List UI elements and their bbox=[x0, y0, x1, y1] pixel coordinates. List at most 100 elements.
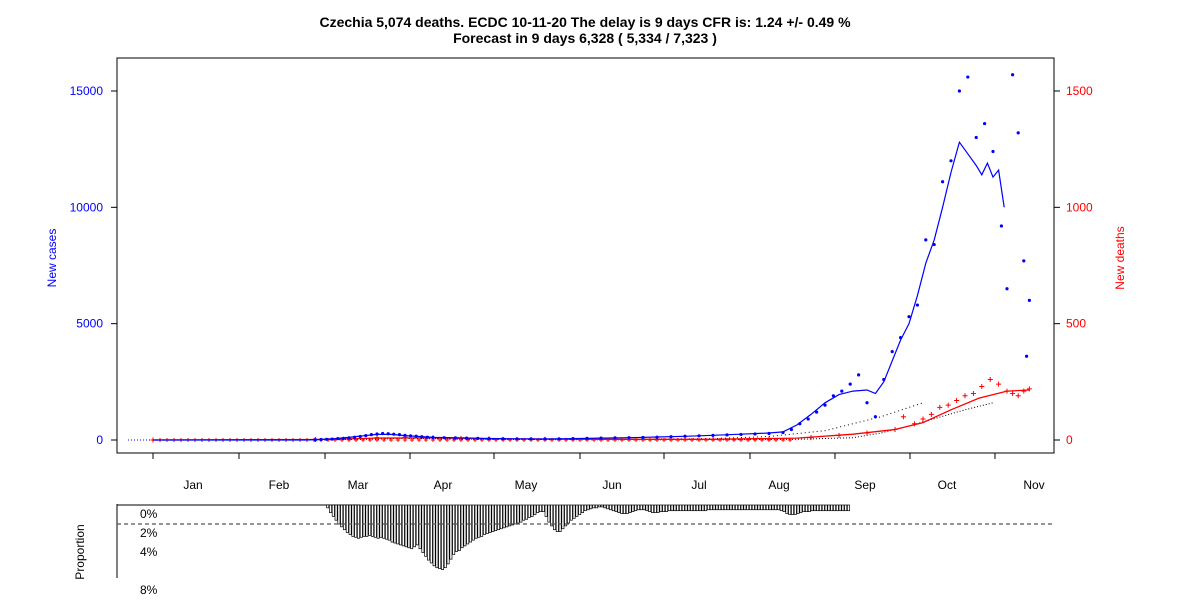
proportion-bar bbox=[351, 504, 355, 537]
proportion-tick-label: 0% bbox=[140, 507, 158, 521]
left-tick-label: 5000 bbox=[76, 317, 103, 331]
proportion-bar bbox=[483, 504, 486, 535]
x-tick-label: Sep bbox=[854, 478, 876, 492]
proportion-bar bbox=[511, 504, 514, 526]
x-tick-label: Jul bbox=[691, 478, 706, 492]
left-tick-label: 10000 bbox=[70, 200, 104, 214]
cases-point bbox=[1025, 354, 1029, 358]
proportion-bar bbox=[821, 504, 825, 512]
x-tick-label: Feb bbox=[269, 478, 290, 492]
proportion-bar bbox=[452, 504, 456, 555]
proportion-bar bbox=[709, 504, 713, 511]
cases-point bbox=[1011, 73, 1015, 77]
proportion-bar bbox=[331, 504, 335, 517]
proportion-bar bbox=[592, 504, 596, 509]
proportion-bar bbox=[606, 504, 610, 510]
cases-point bbox=[840, 389, 844, 393]
cases-point bbox=[941, 180, 945, 184]
proportion-bar bbox=[732, 504, 736, 511]
cases-point bbox=[957, 89, 962, 93]
proportion-bar bbox=[530, 504, 534, 517]
proportion-bar bbox=[497, 504, 500, 531]
proportion-bar bbox=[569, 504, 573, 521]
deaths-baseline-mark bbox=[704, 438, 708, 442]
proportion-bar bbox=[407, 504, 411, 549]
proportion-bar bbox=[345, 504, 349, 533]
proportion-bar bbox=[639, 504, 643, 511]
proportion-axis-label: Proportion bbox=[73, 524, 87, 579]
proportion-bar bbox=[679, 504, 682, 512]
proportion-tick-label: 2% bbox=[140, 526, 158, 540]
proportion-bar bbox=[701, 504, 705, 512]
cases-average-line bbox=[153, 140, 1005, 441]
proportion-bar bbox=[449, 504, 453, 560]
cases-point bbox=[1022, 259, 1026, 263]
cases-point bbox=[848, 382, 852, 386]
proportion-bar bbox=[385, 504, 388, 540]
proportion-bar bbox=[698, 504, 702, 512]
proportion-bar bbox=[648, 504, 652, 513]
proportion-bar bbox=[522, 504, 526, 521]
proportion-bar bbox=[463, 504, 467, 547]
proportion-bar bbox=[429, 504, 433, 564]
proportion-bar bbox=[743, 504, 747, 511]
proportion-bar bbox=[457, 504, 461, 551]
proportion-bar bbox=[410, 504, 414, 550]
proportion-bar bbox=[365, 504, 369, 537]
proportion-bar bbox=[617, 504, 621, 513]
proportion-bar bbox=[575, 504, 579, 517]
proportion-bar bbox=[474, 504, 478, 539]
proportion-bar bbox=[505, 504, 509, 528]
proportion-bar bbox=[600, 504, 604, 508]
proportion-bar bbox=[656, 504, 660, 513]
cases-point bbox=[983, 121, 987, 126]
proportion-bar bbox=[578, 504, 582, 515]
proportion-bar bbox=[371, 504, 374, 537]
proportion-bar bbox=[659, 504, 663, 513]
forecast-line bbox=[152, 402, 924, 441]
cases-point bbox=[915, 303, 920, 307]
cases-point bbox=[991, 149, 995, 154]
proportion-bar bbox=[704, 504, 708, 512]
proportion-bar bbox=[774, 504, 778, 511]
proportion-bar bbox=[525, 504, 528, 520]
deaths-point bbox=[996, 381, 1002, 387]
cases-point bbox=[949, 159, 953, 163]
proportion-bar bbox=[441, 504, 444, 570]
proportion-bar bbox=[813, 504, 817, 512]
proportion-plot: 0% 2% 4% 8% bbox=[116, 504, 1054, 597]
proportion-bar bbox=[393, 504, 397, 544]
proportion-bar bbox=[547, 504, 551, 523]
deaths-baseline-mark bbox=[648, 438, 652, 442]
cases-point bbox=[924, 238, 928, 242]
proportion-bar bbox=[631, 504, 635, 513]
deaths-point bbox=[928, 411, 934, 417]
proportion-bar bbox=[712, 504, 716, 511]
proportion-bar bbox=[348, 504, 352, 535]
proportion-bar bbox=[334, 504, 338, 521]
proportion-bar bbox=[550, 504, 554, 527]
proportion-bar bbox=[749, 504, 752, 511]
proportion-bar bbox=[847, 504, 850, 512]
proportion-bar bbox=[782, 504, 786, 513]
proportion-bar bbox=[833, 504, 836, 512]
proportion-bar bbox=[816, 504, 820, 512]
proportion-bar bbox=[443, 504, 447, 569]
proportion-bar bbox=[729, 504, 733, 511]
proportion-bar bbox=[634, 504, 638, 512]
chart-subtitle: Forecast in 9 days 6,328 ( 5,334 / 7,323… bbox=[453, 30, 717, 46]
cases-point bbox=[857, 373, 861, 377]
proportion-bar bbox=[583, 504, 587, 512]
proportion-bar bbox=[614, 504, 618, 513]
proportion-bar bbox=[726, 504, 730, 511]
proportion-bar bbox=[603, 504, 607, 509]
deaths-baseline-mark bbox=[620, 438, 624, 442]
x-tick-label: Jan bbox=[183, 478, 202, 492]
proportion-bar bbox=[373, 504, 377, 538]
proportion-bar bbox=[435, 504, 439, 569]
x-tick-label: Aug bbox=[768, 478, 789, 492]
proportion-bar bbox=[757, 504, 761, 511]
proportion-bar bbox=[788, 504, 792, 515]
proportion-bar bbox=[491, 504, 495, 532]
